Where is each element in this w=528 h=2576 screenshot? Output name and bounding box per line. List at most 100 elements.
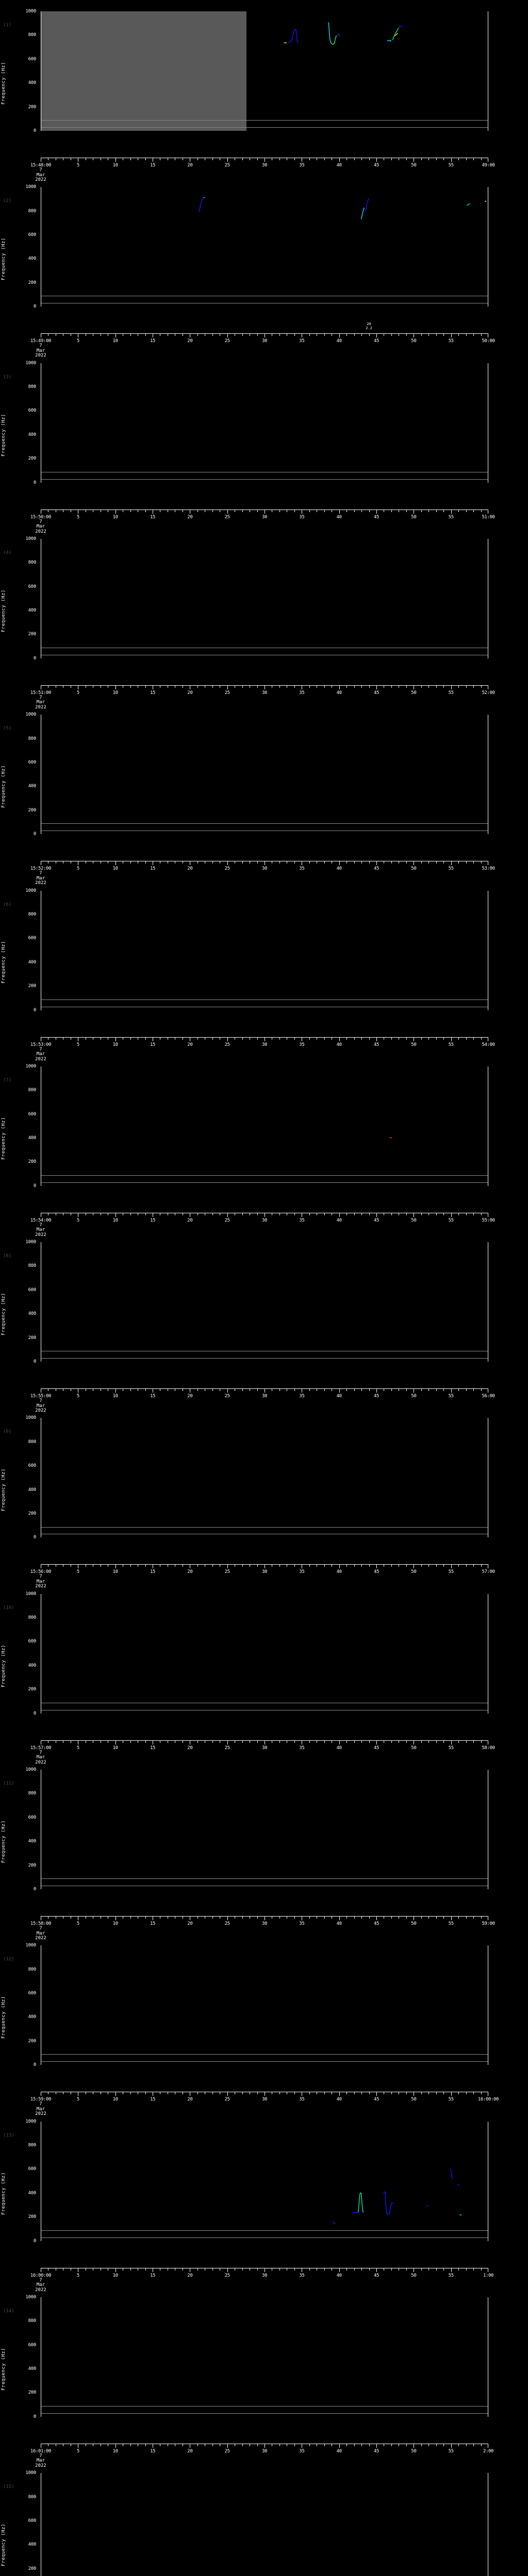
xaxis-tick <box>481 861 482 864</box>
xaxis-tick <box>376 158 377 162</box>
xaxis-tick <box>391 334 392 336</box>
xaxis-tick <box>428 2092 430 2095</box>
xaxis-tick <box>212 2444 213 2446</box>
data-trace <box>204 197 205 198</box>
xaxis-tick <box>324 1740 325 1743</box>
reference-line <box>41 2413 488 2414</box>
panel-block: (11) Frequency (Hz) 0 200 400 600 800 1000 15:58… <box>0 1767 528 1945</box>
xaxis-tick-label: 55 <box>448 1217 454 1223</box>
xaxis-tick <box>481 1917 482 1919</box>
xaxis-tick <box>376 1565 377 1569</box>
xaxis-tick <box>361 1213 362 1215</box>
xaxis-tick <box>443 1565 444 1567</box>
xaxis-tick <box>443 2092 444 2095</box>
xaxis-tick-label: 55 <box>448 866 454 872</box>
xaxis-tick <box>324 2444 325 2446</box>
xaxis-tick-label: 50 <box>411 1042 417 1047</box>
xaxis-tick <box>473 1917 474 1919</box>
xaxis-tick <box>354 1213 355 1215</box>
xaxis-tick <box>242 2268 243 2270</box>
xaxis-tick-label: 25 <box>224 1394 230 1399</box>
xaxis-tick <box>145 158 146 160</box>
yaxis-tick-label: 800 <box>28 1967 37 1972</box>
xaxis-end-label: 49:00 <box>482 163 495 168</box>
yaxis-tick-label: 400 <box>28 608 37 614</box>
xaxis-tick <box>346 685 348 688</box>
xaxis-tick <box>466 685 467 688</box>
yaxis-tick-label: 1000 <box>25 184 37 190</box>
xaxis-tick <box>346 1213 348 1215</box>
xaxis-tick <box>458 334 459 336</box>
xaxis-tick <box>451 1917 452 1920</box>
yaxis-tick-label: 400 <box>28 80 37 86</box>
xaxis-tick <box>130 1740 131 1743</box>
xaxis-tick <box>443 510 444 512</box>
xaxis-tick <box>428 510 430 512</box>
xaxis-tick <box>376 1213 377 1217</box>
xaxis-start-label: 16:00:00 <box>30 2273 52 2278</box>
xaxis-tick <box>369 510 370 512</box>
xaxis-tick <box>369 2444 370 2446</box>
xaxis-tick <box>451 2444 452 2448</box>
xaxis-tick-label: 50 <box>411 2097 417 2103</box>
xaxis-tick <box>130 1037 131 1040</box>
xaxis-tick <box>369 1917 370 1919</box>
xaxis-tick-label: 30 <box>261 338 268 344</box>
yaxis-label-wrap: 0 200 400 600 800 1000 <box>0 9 37 133</box>
xaxis-tick-label: 15 <box>150 866 156 872</box>
xaxis-tick-label: 20 <box>187 1042 193 1047</box>
xaxis-tick <box>257 334 258 336</box>
xaxis-tick <box>227 2092 228 2096</box>
yaxis-tick-label: 600 <box>28 584 37 589</box>
xaxis-tick <box>324 2268 325 2270</box>
xaxis-tick-label: 15 <box>150 514 156 520</box>
xaxis-tick-label: 5 <box>76 1042 79 1047</box>
xaxis-ruler: 15:50:00 5 10 15 20 25 30 35 40 45 50 55 51:00 <box>30 509 495 520</box>
data-trace <box>451 2168 453 2179</box>
xaxis-tick <box>346 861 348 864</box>
data-trace <box>467 204 470 206</box>
xaxis-date-label: 7 Mar 2022 <box>35 1926 46 1941</box>
xaxis-tick <box>406 1213 407 1215</box>
xaxis-tick <box>197 1740 198 1743</box>
xaxis-tick <box>458 685 459 688</box>
xaxis-tick <box>466 158 467 160</box>
plot-frame <box>41 363 488 483</box>
yaxis-tick-label: 600 <box>28 759 37 765</box>
xaxis-tick <box>421 2268 422 2270</box>
xaxis-tick-label: 10 <box>112 338 118 344</box>
panel-block: (8) Frequency (Hz) 0 200 400 600 800 1000 15:55:… <box>0 1240 528 1418</box>
xaxis-tick <box>406 158 407 160</box>
xaxis-tick <box>421 2092 422 2095</box>
xaxis-date-label: 7 Mar 2022 <box>35 519 46 534</box>
yaxis-tick-label: 1000 <box>25 1767 37 1772</box>
xaxis-tick <box>421 510 422 512</box>
yaxis-tick-label: 800 <box>28 2142 37 2148</box>
plot-frame <box>41 1945 488 2065</box>
xaxis-tick-label: 20 <box>187 1921 193 1926</box>
yaxis-tick-label: 400 <box>28 2542 37 2548</box>
yaxis-tick-label: 400 <box>28 784 37 789</box>
xaxis-tick <box>436 861 437 864</box>
xaxis-tick <box>451 1565 452 1569</box>
yaxis-tick-label: 1000 <box>25 1943 37 1948</box>
xaxis-tick <box>443 1917 444 1919</box>
xaxis-tick <box>212 685 213 688</box>
xaxis-tick <box>130 510 131 512</box>
xaxis-tick <box>354 2268 355 2270</box>
yaxis-tick-label: 1000 <box>25 360 37 366</box>
xaxis-tick-label: 40 <box>336 1042 342 1047</box>
xaxis-tick <box>257 1389 258 1392</box>
xaxis-tick <box>242 158 243 160</box>
xaxis-tick <box>130 861 131 864</box>
xaxis-tick <box>458 158 459 160</box>
xaxis-end-label: 58:00 <box>482 1745 495 1751</box>
yaxis-tick-label: 800 <box>28 208 37 214</box>
xaxis-end-label: 55:00 <box>482 1217 495 1223</box>
plot-frame <box>41 1242 488 1362</box>
xaxis-tick <box>406 2444 407 2446</box>
xaxis-tick-label: 55 <box>448 2448 454 2454</box>
xaxis-tick-label: 55 <box>448 338 454 344</box>
xaxis-tick <box>294 1389 295 1392</box>
xaxis-tick <box>369 1565 370 1567</box>
